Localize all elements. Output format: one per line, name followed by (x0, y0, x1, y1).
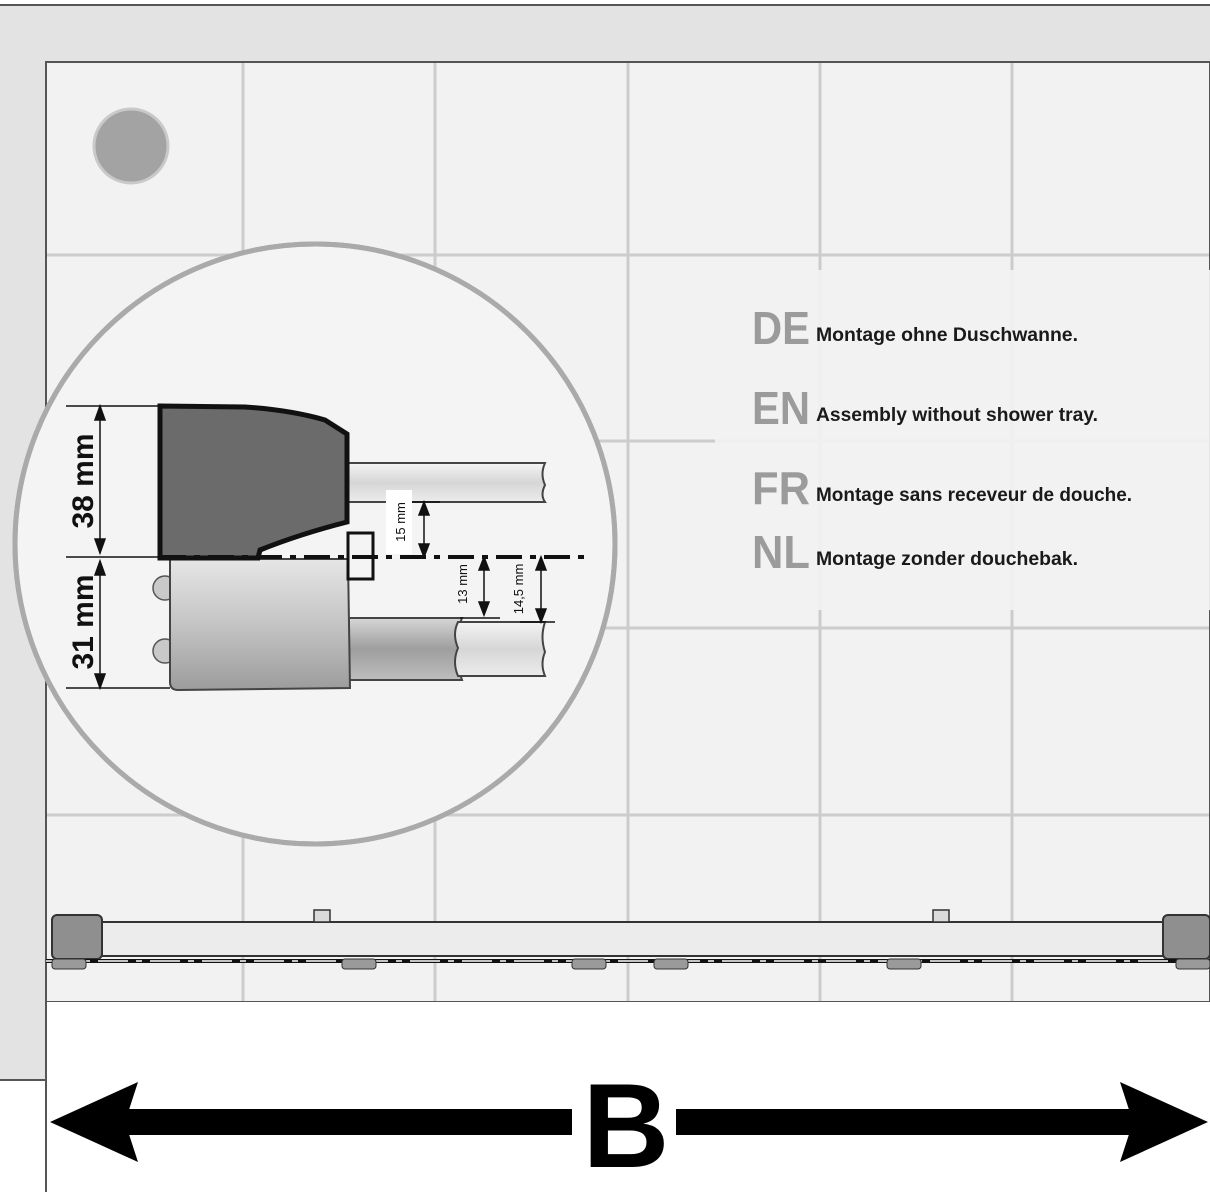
floor-area (45, 1002, 1210, 1192)
width-arrow: B (50, 1059, 1208, 1193)
lang-text-en: Assembly without shower tray. (816, 405, 1098, 426)
language-instructions: DE Montage ohne Duschwanne. EN Assembly … (752, 302, 1132, 578)
lower-end-cap (169, 558, 352, 692)
lower-rod-dark (339, 617, 464, 681)
dim-offset-lower-b: 14,5 mm (511, 564, 526, 615)
lower-rod-light (454, 621, 547, 677)
dim-offset-upper: 15 mm (393, 502, 408, 542)
detail-magnifier (12, 241, 618, 847)
lang-text-de: Montage ohne Duschwanne. (816, 325, 1078, 346)
lang-code-de: DE (752, 302, 810, 354)
dim-offset-lower-a: 13 mm (455, 564, 470, 604)
lang-code-fr: FR (752, 462, 810, 514)
bottom-profile-rail (46, 909, 1210, 970)
width-label-b: B (583, 1059, 670, 1192)
upper-rod (344, 462, 547, 503)
arrow-left-head (50, 1082, 138, 1162)
dim-lower-height: 31 mm (67, 574, 100, 669)
arrow-right-head (1120, 1082, 1208, 1162)
lang-code-en: EN (752, 382, 810, 434)
lang-code-nl: NL (752, 526, 810, 578)
lang-text-fr: Montage sans receveur de douche. (816, 485, 1132, 506)
dim-offset-upper-bg (386, 490, 412, 554)
dim-upper-height: 38 mm (67, 433, 100, 528)
lang-text-nl: Montage zonder douchebak. (816, 549, 1078, 570)
upper-end-cap (157, 403, 350, 561)
drain-icon (92, 107, 170, 185)
